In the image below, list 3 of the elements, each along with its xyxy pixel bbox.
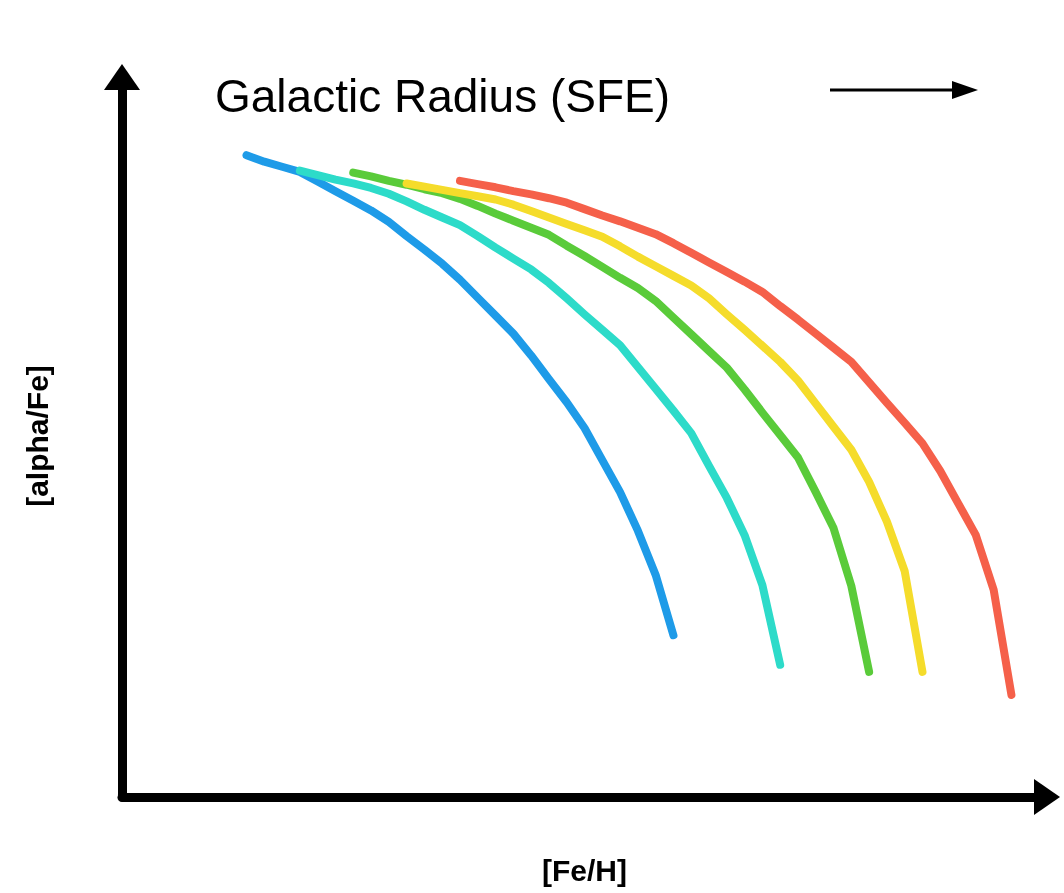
x-axis-title: [Fe/H] xyxy=(542,853,627,887)
y-axis-title: [alpha/Fe] xyxy=(20,365,54,507)
chart-title: Galactic Radius (SFE) xyxy=(215,70,671,122)
